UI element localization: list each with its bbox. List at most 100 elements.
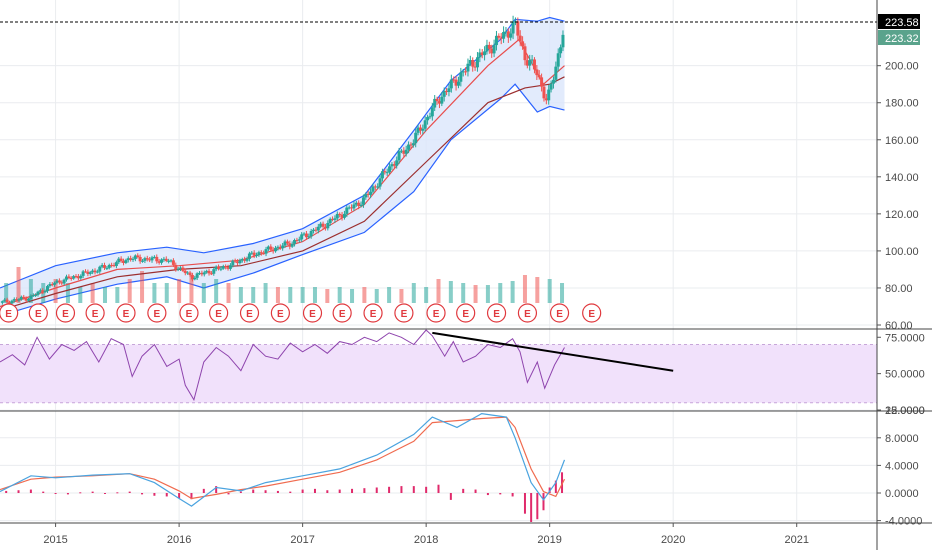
candle-body — [490, 48, 494, 54]
macd-tick-label: 4.0000 — [885, 460, 919, 472]
earnings-marker[interactable]: E — [517, 303, 538, 323]
macd-panel[interactable] — [0, 412, 566, 522]
macd-histogram-bar — [141, 493, 144, 495]
earnings-marker[interactable]: E — [28, 303, 48, 323]
candle-body — [29, 295, 33, 299]
candle-body — [544, 98, 548, 101]
rsi-tick-label: 75.0000 — [885, 332, 925, 344]
candle-body — [516, 21, 520, 36]
earnings-label: E — [186, 309, 193, 320]
earnings-label: E — [588, 309, 595, 320]
candle-body — [340, 214, 344, 218]
candle-body — [72, 276, 76, 279]
rsi-trendline[interactable] — [432, 331, 674, 372]
candle-body — [114, 262, 118, 266]
candle-body — [316, 226, 320, 231]
volume-bar — [535, 277, 540, 303]
earnings-label: E — [339, 309, 346, 320]
earnings-marker[interactable]: E — [456, 303, 476, 323]
candle-body — [521, 41, 525, 47]
candle-body — [27, 298, 31, 301]
earnings-marker[interactable]: E — [0, 303, 19, 323]
earnings-marker[interactable]: E — [85, 303, 105, 323]
rsi-panel[interactable] — [0, 329, 877, 404]
rsi-tick-label: 25.0000 — [885, 405, 925, 417]
candle-body — [169, 260, 173, 262]
volume-bar — [485, 285, 490, 303]
earnings-marker[interactable]: E — [209, 303, 229, 323]
candle-body — [200, 272, 204, 275]
earnings-marker[interactable]: E — [302, 303, 323, 323]
candle-body — [145, 258, 149, 260]
earnings-marker[interactable]: E — [55, 303, 76, 323]
macd-histogram-bar — [289, 491, 292, 493]
ma-value-badge — [878, 30, 920, 45]
earnings-label: E — [154, 309, 161, 320]
candle-body — [41, 290, 45, 293]
macd-histogram-bar — [542, 493, 545, 511]
earnings-marker[interactable]: E — [270, 303, 290, 323]
candle-body — [385, 172, 389, 174]
candle-body — [528, 60, 532, 66]
candle-body — [53, 282, 57, 285]
candle-body — [364, 193, 368, 198]
macd-histogram-bar — [5, 490, 8, 493]
candle-body — [404, 149, 408, 154]
candle-body — [176, 268, 180, 270]
candle-body — [262, 253, 266, 255]
candle-body — [171, 260, 175, 265]
candle-body — [466, 63, 470, 72]
volume-bar — [312, 287, 317, 303]
candle-body — [86, 271, 90, 274]
volume-bar — [127, 279, 132, 303]
earnings-marker[interactable]: E — [363, 303, 383, 323]
earnings-circle — [55, 303, 76, 323]
volume-bar — [201, 283, 206, 303]
earnings-circle — [209, 303, 229, 323]
earnings-label: E — [62, 309, 69, 320]
earnings-marker[interactable]: E — [147, 303, 167, 323]
candle-body — [93, 270, 97, 273]
earnings-marker[interactable]: E — [179, 303, 199, 323]
price-tick-label: 140.00 — [885, 172, 919, 184]
candle-body — [437, 101, 441, 104]
candle-body — [295, 239, 299, 241]
candle-body — [561, 34, 565, 48]
candle-body — [22, 296, 26, 299]
macd-histogram-bar — [313, 488, 316, 493]
candle-body — [345, 207, 349, 214]
macd-histogram-bar — [400, 486, 403, 493]
macd-histogram-bar — [29, 489, 32, 493]
earnings-marker[interactable]: E — [239, 303, 260, 323]
candle-body — [397, 151, 401, 161]
candle-body — [418, 127, 422, 131]
earnings-marker[interactable]: E — [549, 303, 570, 323]
candle-body — [126, 258, 130, 261]
earnings-marker[interactable]: E — [426, 303, 446, 323]
earnings-marker[interactable]: E — [332, 303, 352, 323]
volume-bar — [461, 283, 466, 303]
candle-body — [46, 286, 50, 291]
time-tick-label: 2020 — [661, 534, 685, 546]
candle-body — [497, 35, 501, 38]
candle-body — [399, 150, 403, 152]
volume-bar — [387, 287, 392, 303]
candle-body — [530, 59, 534, 61]
candle-body — [112, 265, 116, 267]
earnings-marker[interactable]: E — [116, 303, 136, 323]
volume-bar — [374, 289, 379, 303]
earnings-label: E — [462, 309, 469, 320]
candle-body — [542, 86, 546, 99]
candle-body — [198, 272, 202, 274]
candle-body — [461, 71, 465, 73]
macd-histogram-bar — [202, 488, 205, 493]
macd-histogram-bar — [239, 491, 242, 493]
candle-body — [148, 259, 152, 261]
candle-body — [371, 186, 375, 192]
earnings-marker[interactable]: E — [486, 303, 507, 323]
candle-body — [300, 234, 304, 240]
earnings-marker[interactable]: E — [582, 303, 602, 323]
earnings-marker[interactable]: E — [394, 303, 414, 323]
